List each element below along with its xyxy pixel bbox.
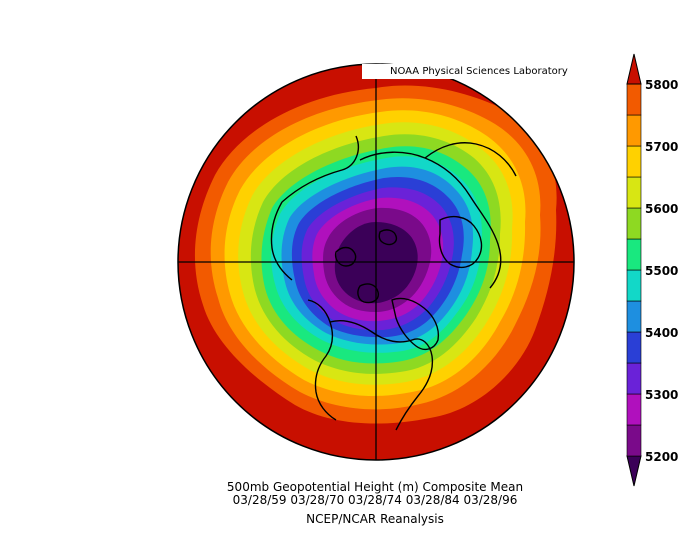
asia-coastline — [270, 135, 360, 281]
colorbar-swatch — [626, 393, 642, 426]
meridian-grid — [178, 64, 574, 460]
north-america-coastline — [307, 299, 434, 431]
colorbar-label-5500: 5500 — [645, 264, 679, 278]
colorbar-swatch — [626, 145, 642, 178]
greenland-coastline — [391, 297, 440, 351]
colorbar-swatch — [626, 238, 642, 271]
colorbar-swatch — [626, 176, 642, 209]
colorbar-swatch — [626, 362, 642, 395]
data-source: NCEP/NCAR Reanalysis — [306, 512, 444, 526]
colorbar-label-5700: 5700 — [645, 140, 679, 154]
colorbar-swatch — [626, 269, 642, 302]
credit-label: NOAA Physical Sciences Laboratory — [362, 64, 574, 79]
colorbar-swatch — [626, 300, 642, 333]
europe-coastline — [438, 215, 483, 269]
colorbar-swatch — [626, 207, 642, 240]
colorbar-swatch — [626, 114, 642, 147]
colorbar-label-5200: 5200 — [645, 450, 679, 464]
eurasia-coastline — [359, 142, 517, 289]
colorbar — [626, 53, 642, 487]
colorbar-swatch — [626, 424, 642, 457]
colorbar-label-5400: 5400 — [645, 326, 679, 340]
colorbar-label-5300: 5300 — [645, 388, 679, 402]
coastlines — [270, 135, 517, 431]
colorbar-swatch — [626, 331, 642, 364]
polar-map — [178, 64, 574, 460]
map-title: 500mb Geopotential Height (m) Composite … — [226, 480, 524, 494]
composite-dates: 03/28/59 03/28/70 03/28/74 03/28/84 03/2… — [232, 493, 518, 507]
colorbar-label-5600: 5600 — [645, 202, 679, 216]
colorbar-label-5800: 5800 — [645, 78, 679, 92]
colorbar-arrow-high — [626, 53, 642, 85]
colorbar-swatch — [626, 83, 642, 116]
